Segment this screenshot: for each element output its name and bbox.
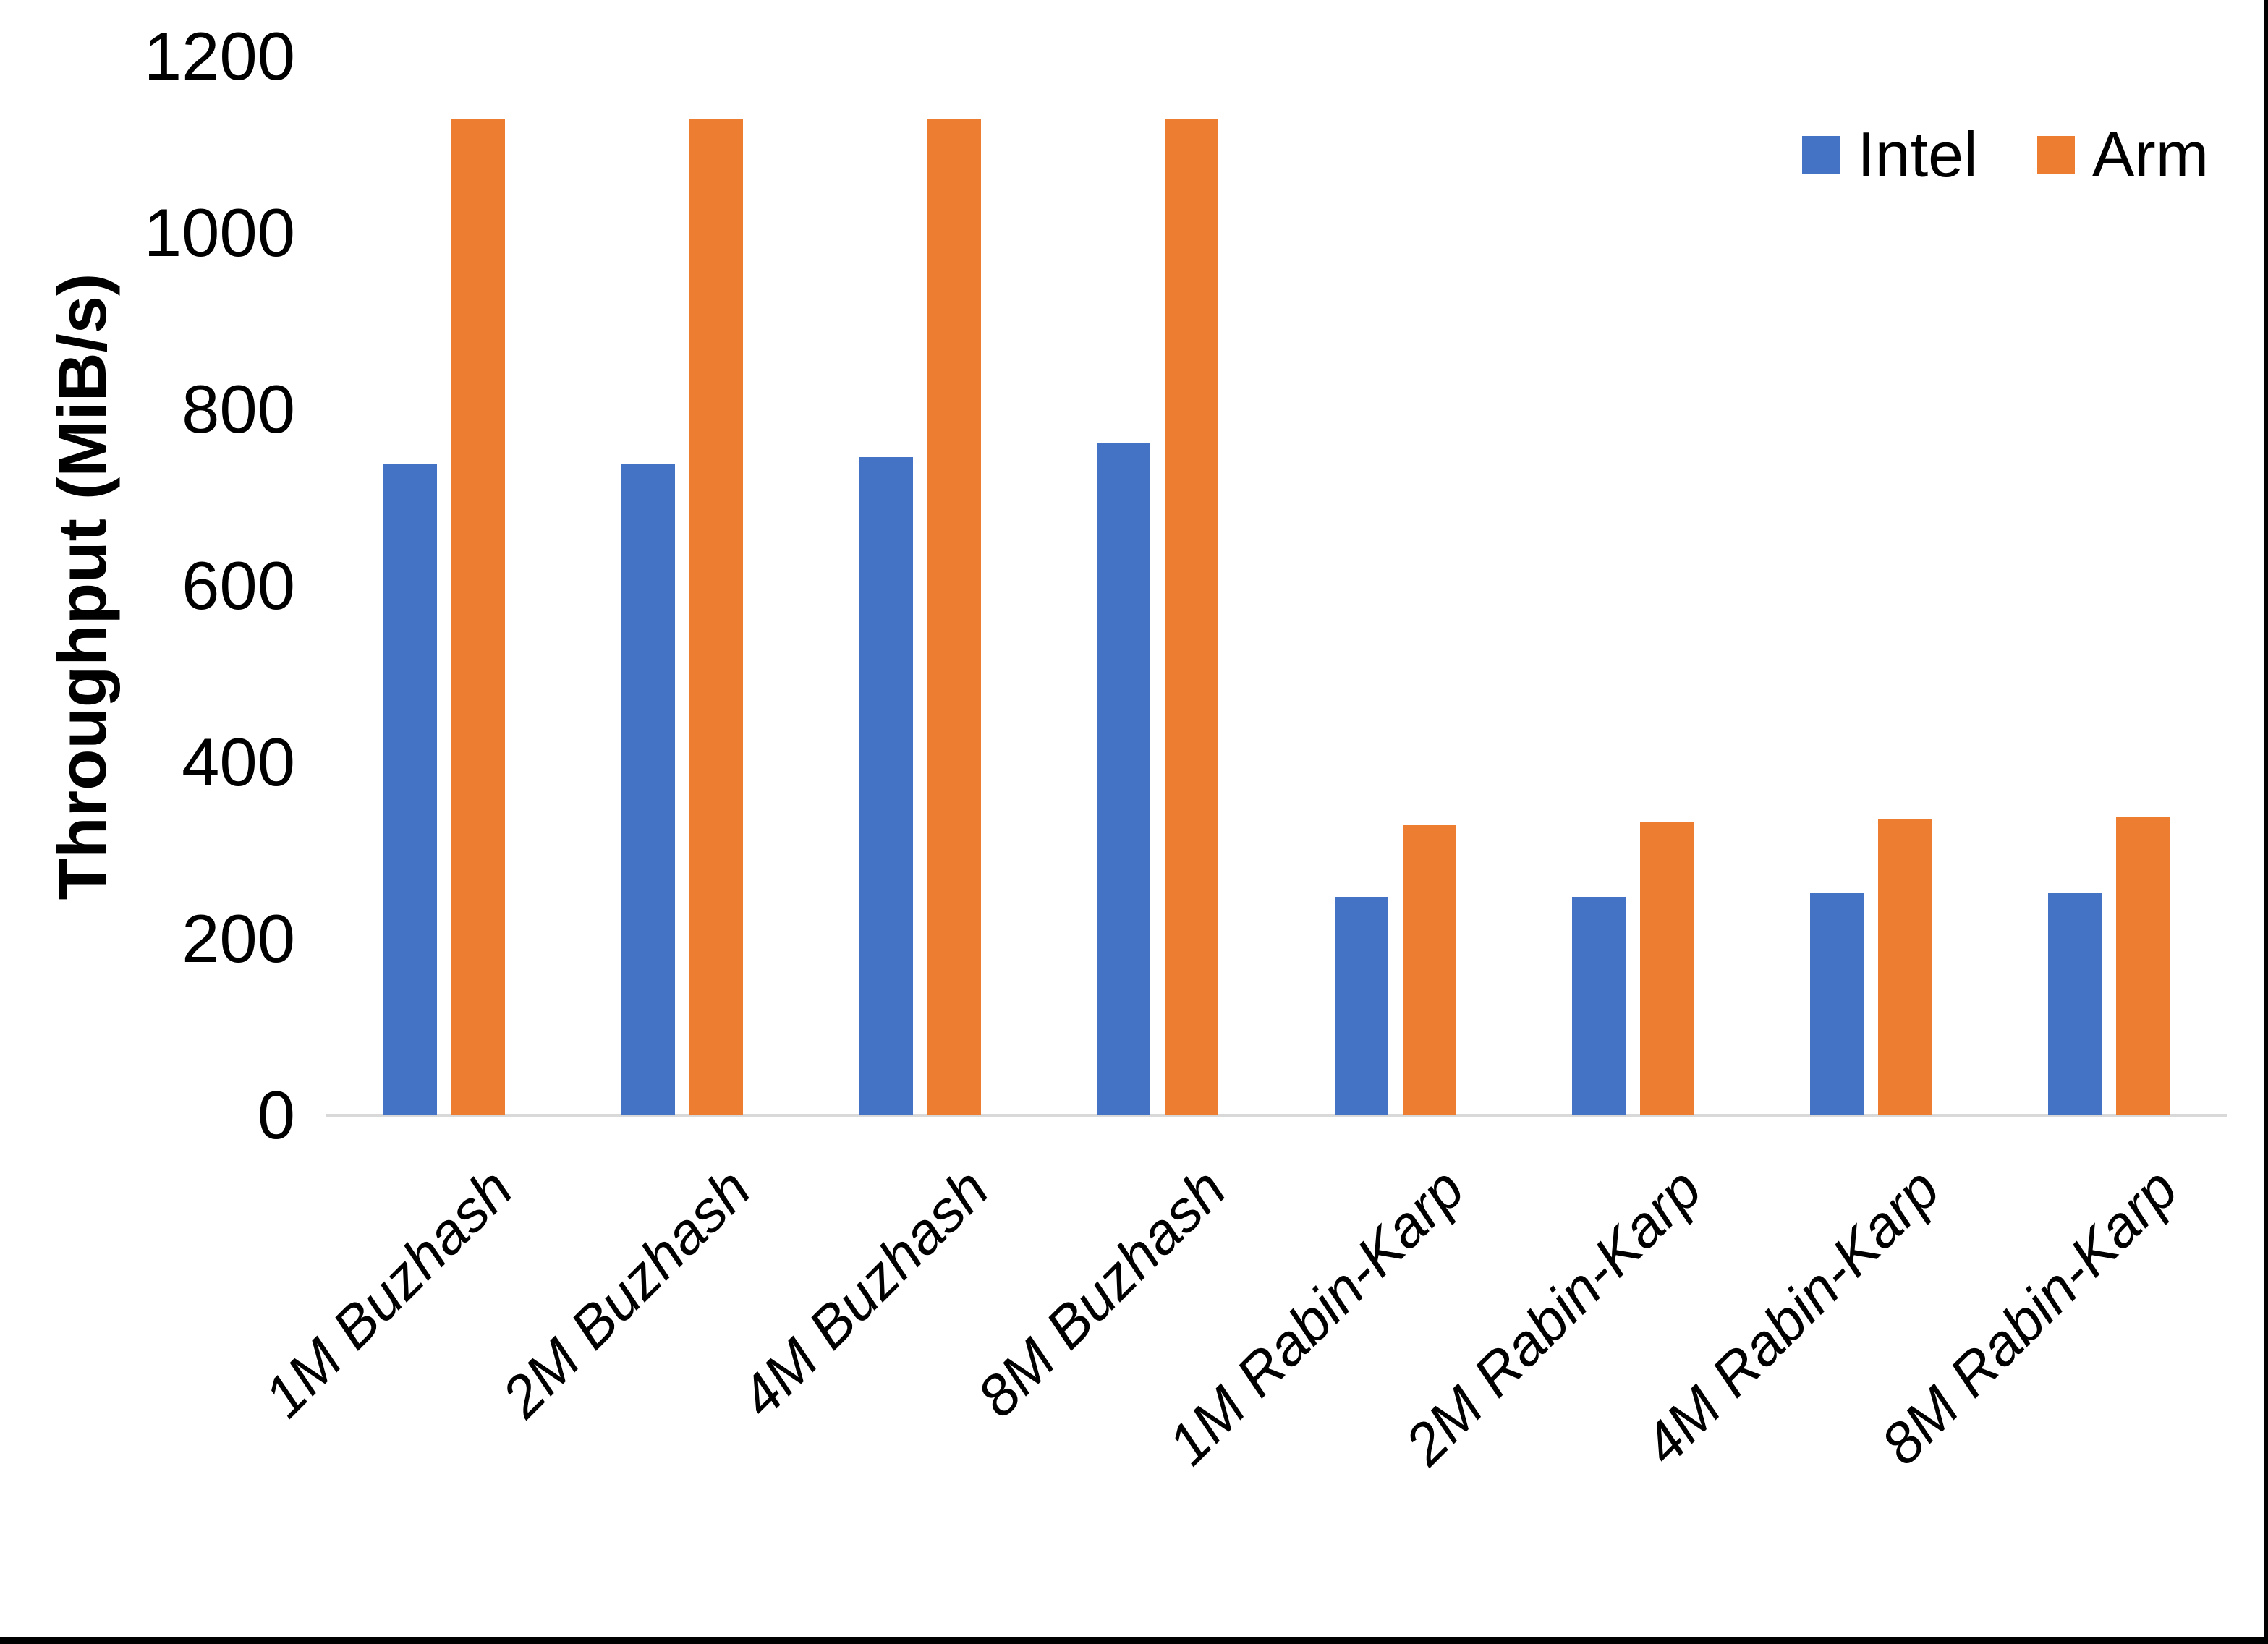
- bar-arm-2m-rabin-karp: [1640, 822, 1694, 1115]
- bar-intel-4m-rabin-karp: [1810, 893, 1864, 1115]
- bar-intel-2m-buzhash: [621, 464, 675, 1115]
- y-tick-label-1000: 1000: [143, 195, 295, 271]
- bar-intel-2m-rabin-karp: [1572, 897, 1626, 1115]
- bar-arm-1m-rabin-karp: [1403, 825, 1456, 1115]
- bar-arm-1m-buzhash: [451, 119, 505, 1115]
- bar-arm-4m-rabin-karp: [1878, 819, 1932, 1115]
- x-category-label-4m-buzhash: 4M Buzhash: [728, 1156, 1001, 1429]
- bar-arm-8m-rabin-karp: [2116, 817, 2170, 1115]
- legend-label-arm: Arm: [2091, 119, 2209, 190]
- y-tick-label-0: 0: [257, 1077, 295, 1153]
- x-category-label-1m-buzhash: 1M Buzhash: [252, 1156, 525, 1429]
- x-category-label-8m-buzhash: 8M Buzhash: [965, 1156, 1239, 1429]
- bar-intel-1m-rabin-karp: [1335, 897, 1388, 1115]
- screen-edge-right-border: [2264, 0, 2268, 1644]
- legend: Intel Arm: [1802, 123, 2209, 187]
- y-tick-label-600: 600: [182, 548, 295, 623]
- bar-arm-2m-buzhash: [689, 119, 743, 1115]
- x-axis-line: [326, 1114, 2227, 1117]
- y-tick-label-1200: 1200: [143, 18, 295, 94]
- bar-arm-4m-buzhash: [927, 119, 981, 1115]
- bar-intel-1m-buzhash: [383, 464, 437, 1115]
- y-tick-label-400: 400: [182, 724, 295, 800]
- screen-edge-bottom-border: [0, 1637, 2268, 1644]
- legend-label-intel: Intel: [1857, 119, 1978, 190]
- x-category-label-2m-buzhash: 2M Buzhash: [490, 1156, 763, 1429]
- legend-item-arm: Arm: [2036, 119, 2209, 190]
- y-tick-label-200: 200: [182, 900, 295, 976]
- legend-item-intel: Intel: [1802, 119, 1978, 190]
- y-tick-label-800: 800: [182, 371, 295, 447]
- bar-intel-8m-rabin-karp: [2048, 893, 2102, 1115]
- legend-swatch-arm-icon: [2036, 136, 2075, 174]
- legend-swatch-intel-icon: [1802, 136, 1840, 174]
- bar-arm-8m-buzhash: [1165, 119, 1218, 1115]
- bar-intel-4m-buzhash: [859, 457, 913, 1115]
- bar-intel-8m-buzhash: [1097, 443, 1150, 1115]
